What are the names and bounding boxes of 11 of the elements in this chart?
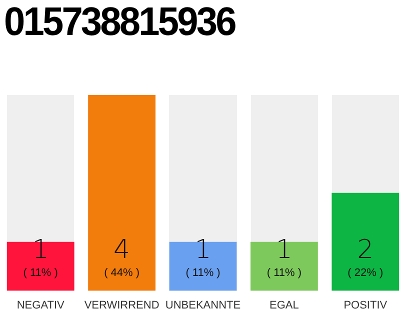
x-tick-label: VERWIRREND	[84, 299, 160, 312]
chart-title: 015738815936	[4, 0, 235, 45]
x-tick-label: UNBEKANNTE	[165, 299, 241, 312]
data-label: 2 ( 22% )	[348, 234, 384, 279]
x-tick-label: NEGATIV	[16, 299, 65, 312]
data-label: 1 ( 11% )	[186, 234, 220, 279]
x-tick-label: POSITIV	[344, 299, 388, 312]
data-label: 4 ( 44% )	[104, 234, 140, 279]
data-label: 1 ( 11% )	[23, 234, 58, 279]
data-label: 1 ( 11% )	[266, 234, 302, 279]
x-tick-label: EGAL	[270, 299, 299, 312]
